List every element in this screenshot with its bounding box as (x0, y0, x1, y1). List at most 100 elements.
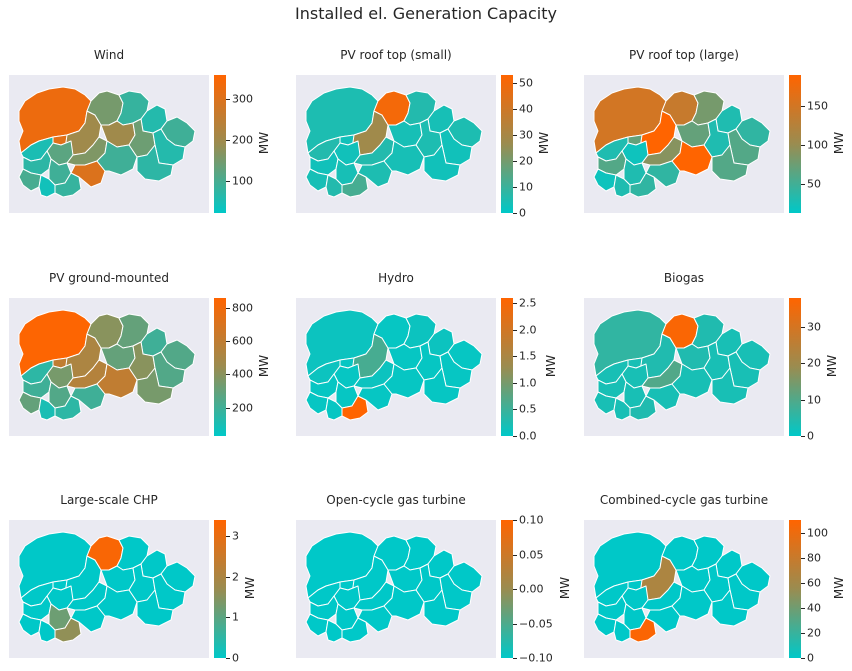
colorbar-tick-label: 200 (232, 401, 253, 415)
colorbar-tick-label: −0.05 (519, 617, 553, 630)
region-shape (152, 573, 186, 611)
region-shape (593, 391, 617, 415)
colorbar-tick-label: 30 (807, 320, 821, 334)
panel-title: Biogas (663, 271, 705, 285)
colorbar-tick (801, 557, 805, 559)
region-shape (357, 383, 393, 411)
colorbar-tick (801, 144, 805, 146)
colorbar (501, 520, 513, 658)
colorbar-tick-label: 0 (807, 651, 814, 665)
colorbar-label: MW (243, 576, 258, 600)
colorbar-tick-label: 3 (232, 529, 239, 543)
colorbar-tick (513, 329, 517, 331)
map-plot-area (9, 520, 209, 658)
colorbar-label: MW (558, 576, 573, 600)
colorbar-tick (513, 623, 517, 625)
map-plot-area (584, 75, 784, 213)
colorbar-tick-label: 2.0 (519, 323, 537, 337)
map-plot-area (296, 520, 496, 658)
region-shape (423, 589, 461, 627)
region-shape (645, 605, 681, 633)
region-shape (325, 619, 343, 643)
region-map (18, 309, 196, 421)
colorbar-tick-label: 80 (807, 551, 821, 565)
region-shape (423, 367, 461, 405)
panel-title: PV roof top (large) (629, 48, 739, 62)
region-shape (341, 395, 369, 421)
panel-title: PV ground-mounted (49, 271, 169, 285)
region-shape (18, 613, 42, 637)
colorbar (789, 75, 801, 213)
colorbar-tick-label: 30 (519, 128, 533, 142)
colorbar-tick-label: 1.0 (519, 376, 537, 390)
region-map (305, 86, 483, 198)
colorbar-tick (513, 134, 517, 136)
colorbar-tick-label: −0.10 (519, 651, 553, 665)
region-shape (629, 395, 657, 421)
region-shape (645, 383, 681, 411)
region-shape (727, 351, 761, 389)
colorbar-tick (801, 436, 805, 437)
colorbar-label: MW (257, 131, 272, 155)
colorbar (501, 298, 513, 436)
region-shape (671, 363, 713, 399)
panel-title: Open-cycle gas turbine (326, 493, 466, 507)
colorbar-tick (801, 658, 805, 659)
region-shape (341, 172, 369, 198)
colorbar-tick-label: 60 (807, 576, 821, 590)
colorbar-tick-label: 20 (807, 356, 821, 370)
region-shape (70, 160, 106, 188)
region-map (18, 531, 196, 643)
region-shape (711, 367, 749, 405)
colorbar-label: MW (257, 354, 272, 378)
region-shape (593, 613, 617, 637)
colorbar-tick-label: 300 (232, 92, 253, 106)
region-map (593, 531, 771, 643)
colorbar-tick (226, 576, 230, 578)
colorbar-tick-label: 1.5 (519, 349, 537, 363)
colorbar-tick (226, 536, 230, 538)
map-plot-area (584, 298, 784, 436)
colorbar-tick-label: 600 (232, 334, 253, 348)
colorbar-axis: 0 1 2 3 (226, 520, 266, 664)
region-map (18, 86, 196, 198)
colorbar-tick-label: 150 (807, 99, 828, 113)
region-shape (629, 617, 657, 643)
colorbar-label: MW (832, 576, 847, 600)
colorbar-tick-label: 10 (519, 180, 533, 194)
colorbar-tick-label: 0 (232, 651, 239, 665)
colorbar-tick (801, 582, 805, 584)
region-shape (54, 172, 82, 198)
colorbar-tick-label: 0.10 (519, 513, 544, 527)
colorbar-tick (226, 99, 230, 101)
colorbar-axis: 0 10 20 30 (801, 298, 841, 442)
region-shape (439, 573, 473, 611)
colorbar-label: MW (537, 131, 552, 155)
colorbar-tick (513, 520, 517, 521)
colorbar-tick-label: 40 (807, 601, 821, 615)
region-map (593, 309, 771, 421)
panel-title: Wind (93, 48, 125, 62)
region-shape (18, 168, 42, 192)
colorbar-tick (801, 532, 805, 534)
colorbar-tick-label: 0 (807, 429, 814, 443)
colorbar-tick (226, 180, 230, 182)
colorbar-tick-label: 40 (519, 102, 533, 116)
region-shape (383, 585, 425, 621)
panel-title: Hydro (378, 271, 414, 285)
colorbar-tick-label: 10 (807, 393, 821, 407)
region-shape (305, 613, 329, 637)
colorbar-axis: 100 200 300 (226, 75, 266, 213)
colorbar-axis: 0 20 40 60 80 100 (801, 520, 841, 664)
region-shape (727, 128, 761, 166)
colorbar-tick (226, 139, 230, 141)
region-shape (96, 363, 138, 399)
region-shape (54, 395, 82, 421)
colorbar-tick-label: 0.00 (519, 582, 544, 596)
colorbar-label: MW (825, 354, 840, 378)
colorbar-tick-label: 1 (232, 610, 239, 624)
colorbar-tick (513, 382, 517, 384)
colorbar-tick (226, 374, 230, 376)
colorbar-tick (513, 658, 517, 659)
colorbar-tick-label: 0.5 (519, 402, 537, 416)
